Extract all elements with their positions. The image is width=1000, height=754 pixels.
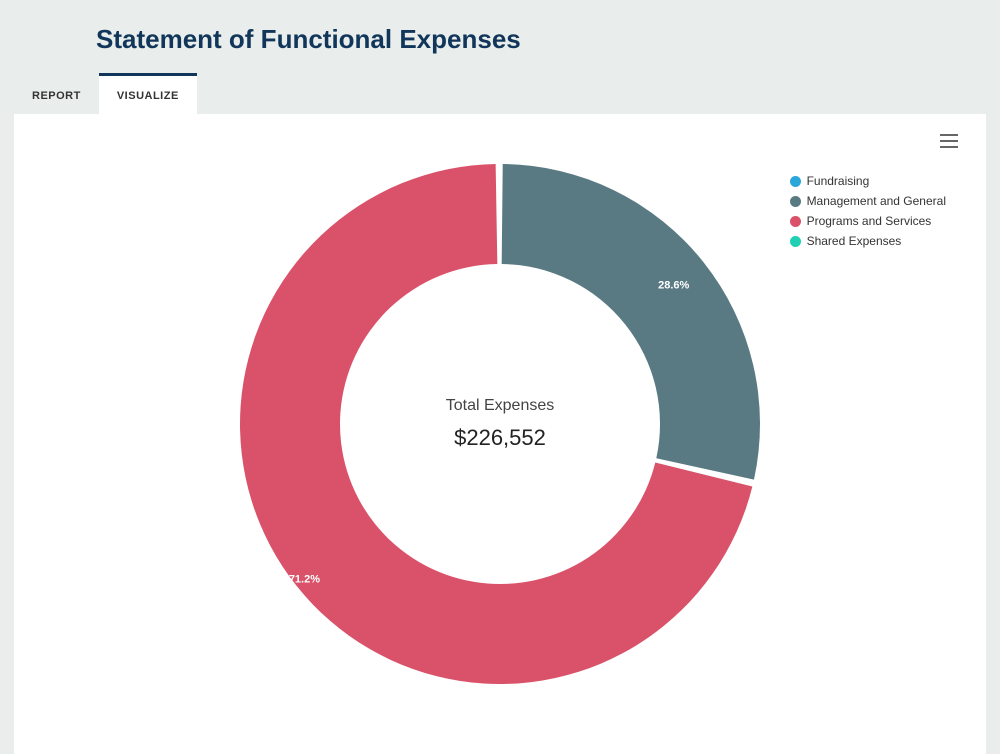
chart-center-value: $226,552 [446, 425, 555, 451]
legend-item[interactable]: Shared Expenses [790, 234, 946, 248]
legend-dot-icon [790, 216, 801, 227]
legend-dot-icon [790, 236, 801, 247]
donut-chart: 28.6% 71.2% Total Expenses $226,552 Fundr… [34, 134, 966, 714]
legend-label: Programs and Services [807, 214, 932, 228]
legend-label: Fundraising [807, 174, 870, 188]
legend-dot-icon [790, 176, 801, 187]
legend-dot-icon [790, 196, 801, 207]
tabs: REPORT VISUALIZE [14, 73, 904, 114]
chart-panel: 28.6% 71.2% Total Expenses $226,552 Fundr… [14, 114, 986, 754]
legend-label: Shared Expenses [807, 234, 902, 248]
legend-item[interactable]: Fundraising [790, 174, 946, 188]
chart-center-label: Total Expenses [446, 397, 555, 415]
chart-center: Total Expenses $226,552 [446, 397, 555, 451]
slice-label: 71.2% [289, 574, 320, 586]
legend-item[interactable]: Programs and Services [790, 214, 946, 228]
tab-visualize[interactable]: VISUALIZE [99, 73, 197, 114]
legend-label: Management and General [807, 194, 946, 208]
legend-item[interactable]: Management and General [790, 194, 946, 208]
page-title: Statement of Functional Expenses [96, 24, 904, 55]
tab-report[interactable]: REPORT [14, 76, 99, 114]
slice-label: 28.6% [658, 280, 689, 292]
chart-legend: Fundraising Management and General Program… [790, 174, 946, 254]
